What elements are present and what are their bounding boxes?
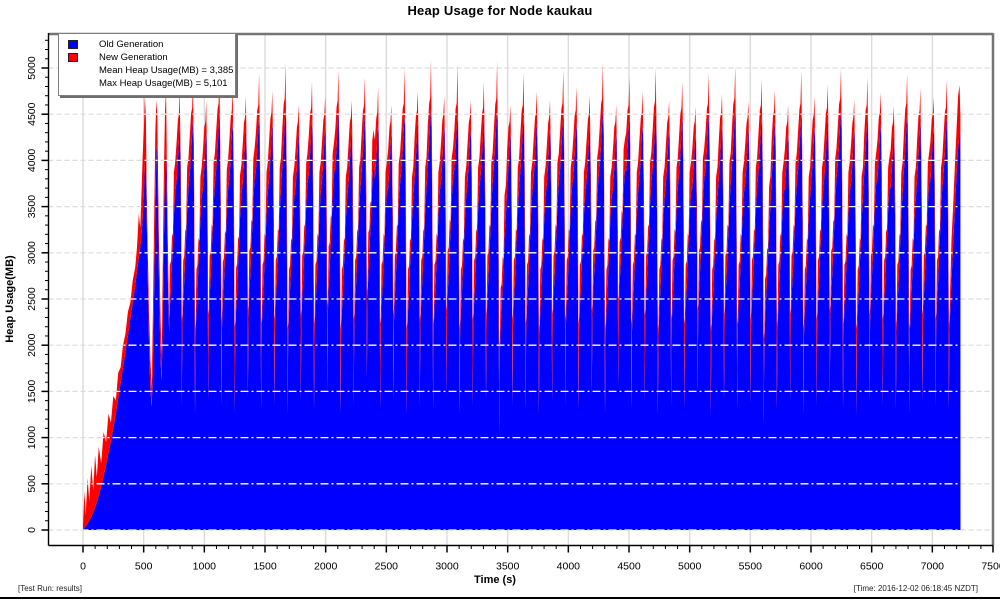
timestamp-label: [Time: 2016-12-02 06:18:45 NZDT] [853, 584, 978, 593]
new-generation-swatch-icon [68, 53, 78, 62]
x-tick-label: 3500 [496, 561, 520, 573]
x-tick-label: 7000 [921, 561, 945, 573]
x-tick-label: 1000 [193, 561, 217, 573]
legend-item-new-generation: New Generation [64, 51, 230, 64]
legend-stat-mean: Mean Heap Usage(MB) = 3,385 [99, 65, 234, 76]
x-axis-title: Time (s) [474, 574, 516, 586]
x-tick-label: 6500 [860, 561, 884, 573]
y-tick-label: 1500 [26, 380, 38, 404]
x-tick-label: 3000 [435, 561, 459, 573]
x-tick-label: 5000 [678, 561, 702, 573]
legend-item-old-generation: Old Generation [64, 38, 230, 51]
legend: Old Generation New Generation Mean Heap … [58, 33, 236, 96]
test-run-label: [Test Run: results] [18, 584, 83, 593]
old-generation-swatch-icon [68, 40, 78, 49]
x-tick-label: 1500 [253, 561, 277, 573]
y-tick-label: 2000 [26, 333, 38, 357]
y-tick-label: 2500 [26, 287, 38, 311]
legend-label: Old Generation [99, 39, 164, 50]
y-tick-label: 4500 [26, 102, 38, 126]
y-tick-label: 1000 [26, 426, 38, 450]
legend-label: New Generation [99, 52, 168, 63]
x-tick-label: 2500 [375, 561, 399, 573]
x-tick-label: 0 [80, 561, 86, 573]
y-tick-label: 4000 [26, 149, 38, 173]
bottom-divider [0, 597, 1000, 599]
x-tick-label: 4000 [557, 561, 581, 573]
x-tick-label: 5500 [739, 561, 763, 573]
x-tick-label: 6000 [799, 561, 823, 573]
x-tick-label: 500 [135, 561, 153, 573]
y-tick-label: 3500 [26, 195, 38, 219]
y-axis-title: Heap Usage(MB) [4, 255, 16, 343]
page-title: Heap Usage for Node kaukau [407, 3, 593, 18]
y-tick-label: 0 [26, 527, 38, 533]
legend-stat-max: Max Heap Usage(MB) = 5,101 [99, 78, 228, 89]
x-tick-label: 2000 [314, 561, 338, 573]
y-tick-label: 5000 [26, 56, 38, 80]
y-tick-label: 500 [26, 475, 38, 493]
x-tick-label: 4500 [617, 561, 641, 573]
old-generation-area [83, 108, 961, 530]
y-tick-label: 3000 [26, 241, 38, 265]
